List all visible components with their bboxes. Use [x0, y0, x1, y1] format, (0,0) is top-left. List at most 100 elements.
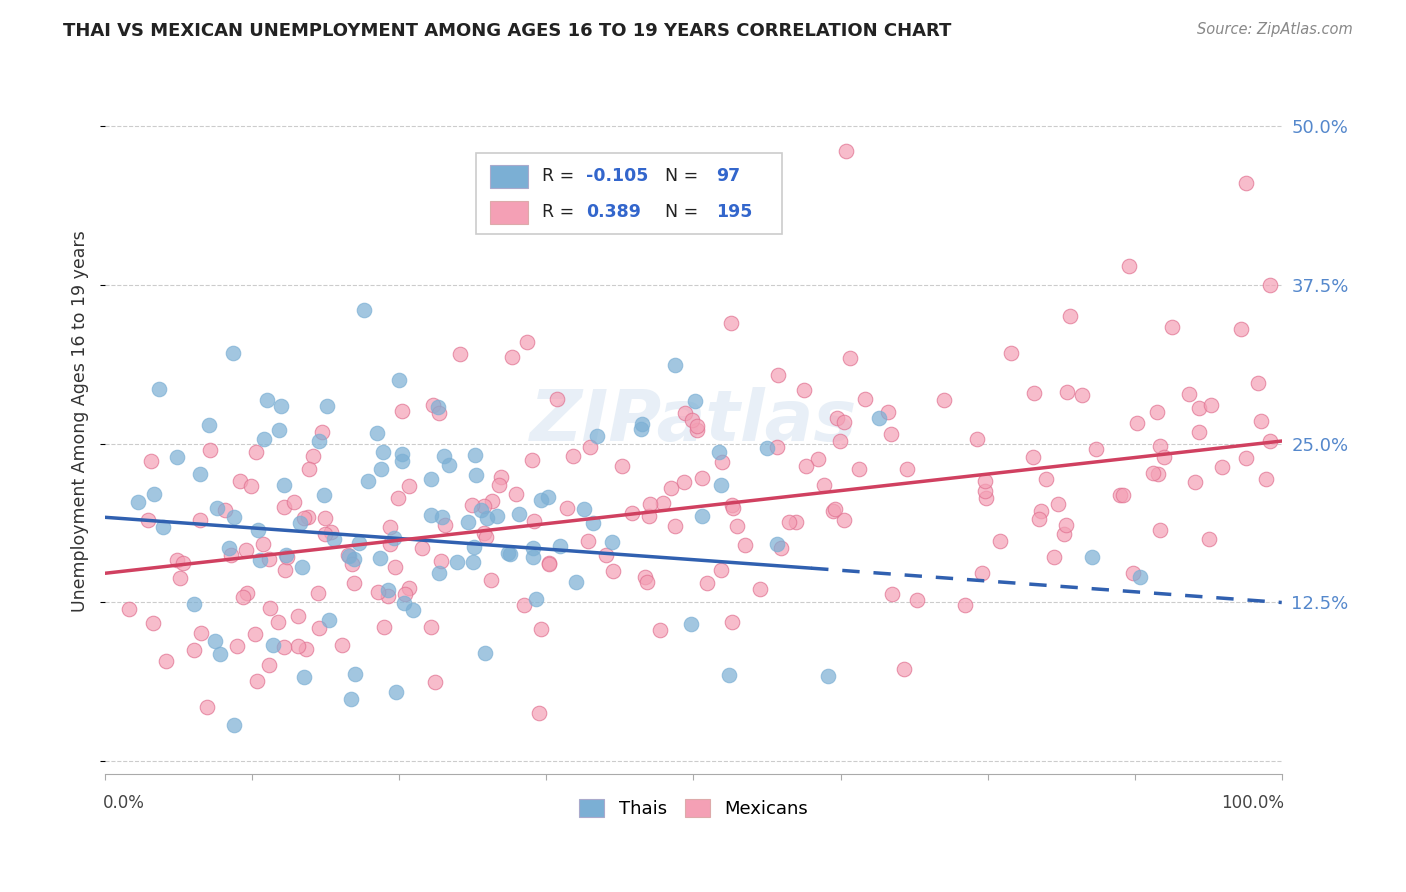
Point	[720, 615, 742, 630]
Point	[270, 400, 292, 414]
Point	[218, 541, 240, 555]
Point	[1147, 467, 1170, 481]
Point	[529, 706, 551, 720]
Point	[257, 657, 280, 672]
Point	[673, 406, 696, 420]
Text: 195: 195	[716, 203, 752, 221]
Point	[380, 520, 402, 534]
Point	[1052, 526, 1074, 541]
Point	[839, 351, 862, 366]
Point	[308, 434, 330, 448]
Point	[707, 444, 730, 458]
Point	[907, 593, 929, 607]
Point	[283, 495, 305, 509]
Point	[793, 383, 815, 397]
Point	[1149, 523, 1171, 537]
Point	[835, 144, 858, 158]
Point	[267, 423, 290, 437]
Point	[380, 537, 402, 551]
Point	[1234, 450, 1257, 465]
Point	[368, 550, 391, 565]
Point	[274, 563, 297, 577]
Point	[638, 497, 661, 511]
Point	[155, 654, 177, 668]
Point	[342, 552, 364, 566]
Point	[322, 532, 344, 546]
Point	[479, 573, 502, 587]
Point	[879, 427, 901, 442]
Point	[427, 406, 450, 420]
Point	[332, 638, 354, 652]
Point	[353, 303, 375, 318]
Point	[974, 491, 997, 505]
Point	[475, 530, 498, 544]
Point	[530, 623, 553, 637]
Point	[513, 598, 536, 612]
Point	[391, 447, 413, 461]
Text: R =: R =	[541, 168, 579, 186]
Point	[312, 488, 335, 502]
Point	[664, 519, 686, 533]
Point	[586, 429, 609, 443]
Point	[273, 500, 295, 515]
Point	[1081, 549, 1104, 564]
Point	[679, 617, 702, 632]
Point	[204, 634, 226, 648]
Point	[190, 467, 212, 481]
Point	[229, 474, 252, 488]
Point	[474, 500, 496, 514]
Point	[630, 422, 652, 436]
Point	[475, 510, 498, 524]
Point	[236, 586, 259, 600]
Point	[391, 454, 413, 468]
Point	[169, 571, 191, 585]
Point	[307, 586, 329, 600]
Point	[387, 491, 409, 505]
Point	[197, 699, 219, 714]
Point	[1029, 504, 1052, 518]
Point	[659, 481, 682, 495]
Point	[429, 566, 451, 580]
Point	[710, 477, 733, 491]
Point	[273, 640, 295, 654]
Point	[245, 444, 267, 458]
Point	[725, 519, 748, 533]
Point	[620, 506, 643, 520]
Point	[247, 524, 270, 538]
Point	[766, 537, 789, 551]
Point	[692, 471, 714, 485]
Point	[876, 404, 898, 418]
Point	[821, 503, 844, 517]
Point	[297, 509, 319, 524]
Point	[1184, 475, 1206, 489]
Point	[226, 639, 249, 653]
Point	[287, 639, 309, 653]
Point	[683, 394, 706, 409]
Point	[555, 501, 578, 516]
Point	[1122, 566, 1144, 581]
Point	[256, 392, 278, 407]
Point	[222, 718, 245, 732]
Point	[966, 432, 988, 446]
Point	[232, 590, 254, 604]
Point	[472, 525, 495, 540]
Point	[1160, 319, 1182, 334]
Point	[411, 541, 433, 555]
Point	[148, 382, 170, 396]
Point	[370, 462, 392, 476]
Point	[1188, 425, 1211, 440]
Point	[770, 541, 793, 555]
Point	[457, 516, 479, 530]
Point	[246, 673, 269, 688]
Point	[582, 516, 605, 531]
Point	[141, 454, 163, 468]
Point	[828, 434, 851, 449]
Point	[377, 582, 399, 597]
Point	[755, 441, 778, 455]
Point	[419, 508, 441, 522]
Point	[673, 475, 696, 489]
Point	[439, 458, 461, 472]
Point	[1199, 398, 1222, 412]
Point	[973, 474, 995, 488]
Point	[807, 452, 830, 467]
